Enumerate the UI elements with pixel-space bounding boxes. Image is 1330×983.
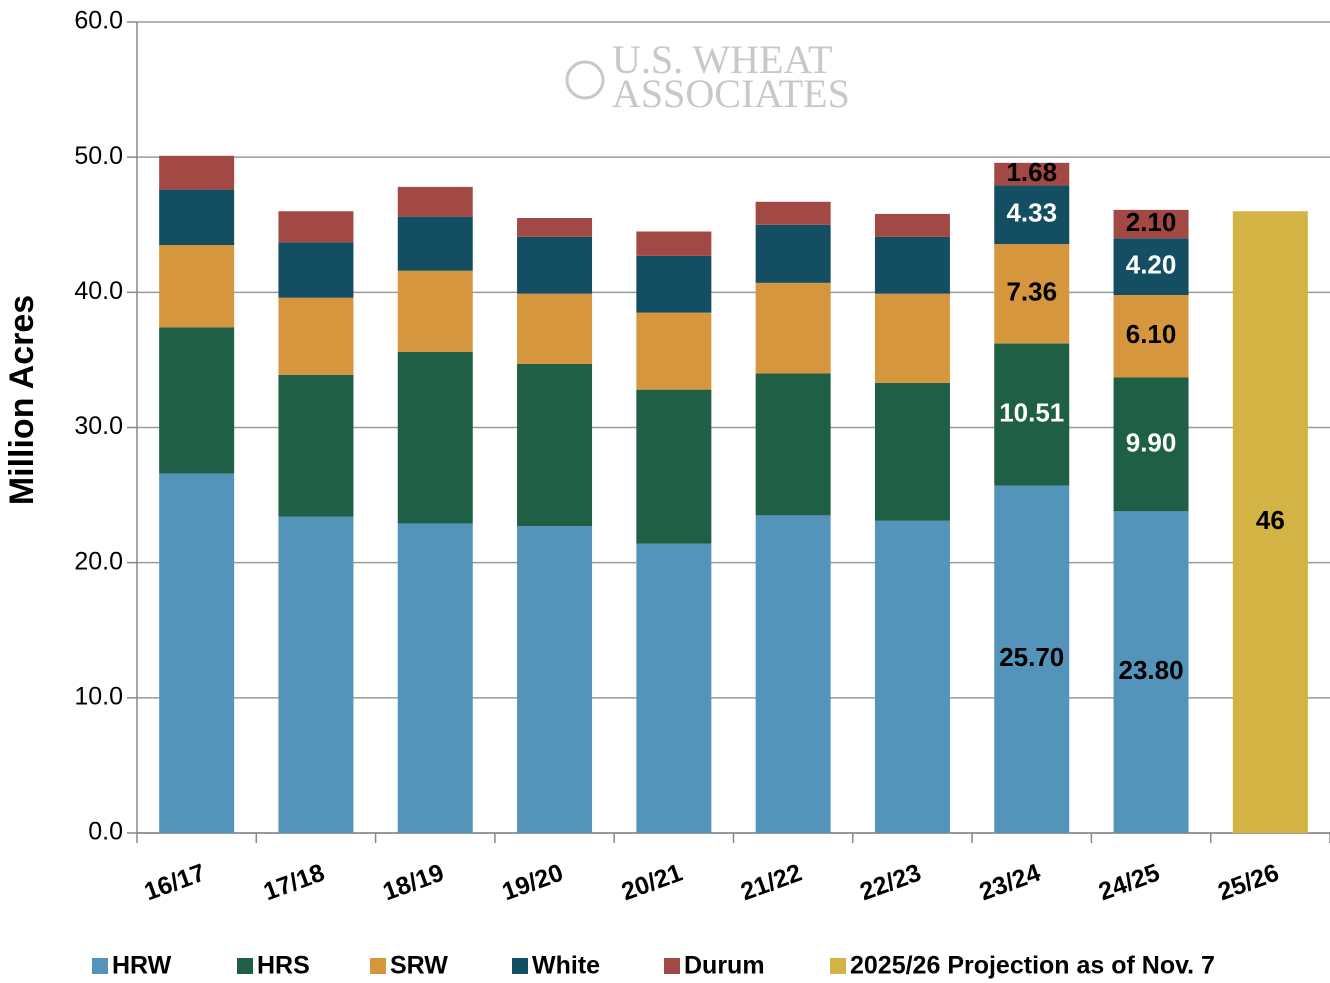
bar-segment xyxy=(1113,511,1189,833)
bar-segment xyxy=(1113,377,1189,512)
x-tick-label: 18/19 xyxy=(379,859,447,907)
y-tick-label: 60.0 xyxy=(74,7,123,35)
bar-segment xyxy=(1113,295,1189,378)
y-tick-label: 50.0 xyxy=(74,142,123,170)
bar-segment xyxy=(994,162,1070,186)
bar-segment xyxy=(1232,211,1308,833)
y-tick-label: 10.0 xyxy=(74,682,123,710)
x-tick-label: 21/22 xyxy=(737,859,805,907)
bar-segment xyxy=(517,293,593,364)
bar-segment xyxy=(159,245,235,328)
legend-label: HRW xyxy=(112,952,172,980)
bar-segment xyxy=(517,236,593,294)
y-tick-label: 0.0 xyxy=(88,818,123,846)
bar-segment xyxy=(278,242,354,298)
legend-swatch xyxy=(512,958,528,974)
bar-segment xyxy=(159,189,235,246)
legend-label: HRS xyxy=(257,952,310,980)
x-tick-label: 19/20 xyxy=(498,859,566,907)
data-label: 1.68 xyxy=(1006,157,1057,187)
watermark: U.S. WHEAT ASSOCIATES xyxy=(565,37,850,116)
bar-segment xyxy=(278,374,354,517)
legend-swatch xyxy=(830,958,846,974)
data-label: 25.70 xyxy=(999,642,1064,672)
data-label: 4.33 xyxy=(1006,198,1057,228)
bar-segment xyxy=(278,211,354,243)
legend-label: White xyxy=(532,952,600,980)
bar-segment xyxy=(755,201,831,225)
bar-segment xyxy=(994,485,1070,833)
bar-segment xyxy=(874,236,950,294)
data-label: 23.80 xyxy=(1119,655,1184,685)
bar-segment xyxy=(874,520,950,833)
x-tick-label: 20/21 xyxy=(618,859,686,907)
legend-swatch xyxy=(237,958,253,974)
bar-segment xyxy=(278,297,354,375)
data-label: 7.36 xyxy=(1006,277,1057,307)
bar-segment xyxy=(397,270,473,352)
bar-segment xyxy=(159,473,235,833)
legend-label: 2025/26 Projection as of Nov. 7 xyxy=(850,952,1215,980)
watermark-line: ASSOCIATES xyxy=(612,71,850,116)
data-label: 4.20 xyxy=(1126,250,1177,280)
watermark-line: U.S. WHEAT xyxy=(612,37,832,82)
y-axis-label: Million Acres xyxy=(3,295,41,505)
watermark-logo xyxy=(565,60,605,100)
bar-segment xyxy=(159,327,235,474)
data-label: 10.51 xyxy=(999,397,1064,427)
bar-segment xyxy=(755,282,831,374)
x-tick-label: 22/23 xyxy=(856,859,924,907)
bar-segment xyxy=(636,312,712,390)
bar-segment xyxy=(1113,238,1189,296)
bar-segment xyxy=(1113,209,1189,239)
bar-segment xyxy=(994,185,1070,245)
bar-segment xyxy=(874,213,950,237)
bar-segment xyxy=(636,389,712,544)
y-tick-label: 20.0 xyxy=(74,547,123,575)
bar-segment xyxy=(397,216,473,271)
bar-segment xyxy=(755,224,831,283)
x-tick-label: 23/24 xyxy=(976,859,1044,907)
bar-segment xyxy=(397,351,473,524)
data-label: 9.90 xyxy=(1126,427,1177,457)
bar-segment xyxy=(636,255,712,313)
bar-segment xyxy=(874,382,950,521)
bar-segment xyxy=(755,515,831,833)
bar-segment xyxy=(517,217,593,237)
bar-segment xyxy=(517,526,593,833)
legend-swatch xyxy=(92,958,108,974)
x-tick-label: 24/25 xyxy=(1095,859,1163,907)
bar-segment xyxy=(874,293,950,383)
y-tick-label: 40.0 xyxy=(74,277,123,305)
bar-segment xyxy=(159,155,235,190)
x-tick-label: 17/18 xyxy=(260,859,328,907)
x-tick-label: 16/17 xyxy=(141,859,209,907)
bar-segment xyxy=(994,244,1070,344)
legend-label: Durum xyxy=(684,952,765,980)
bar-segment xyxy=(278,516,354,833)
bar-segment xyxy=(636,543,712,833)
legend-swatch xyxy=(664,958,680,974)
bar-segment xyxy=(994,343,1070,486)
x-tick-label: 25/26 xyxy=(1214,859,1282,907)
data-label: 2.10 xyxy=(1126,207,1177,237)
bar-segment xyxy=(517,363,593,527)
data-label: 46 xyxy=(1256,505,1285,535)
legend-label: SRW xyxy=(390,952,448,980)
bar-segment xyxy=(755,373,831,516)
data-label: 6.10 xyxy=(1126,319,1177,349)
y-tick-label: 30.0 xyxy=(74,412,123,440)
bar-segment xyxy=(397,523,473,833)
bar-segment xyxy=(397,186,473,217)
bar-segment xyxy=(636,231,712,256)
legend-swatch xyxy=(370,958,386,974)
